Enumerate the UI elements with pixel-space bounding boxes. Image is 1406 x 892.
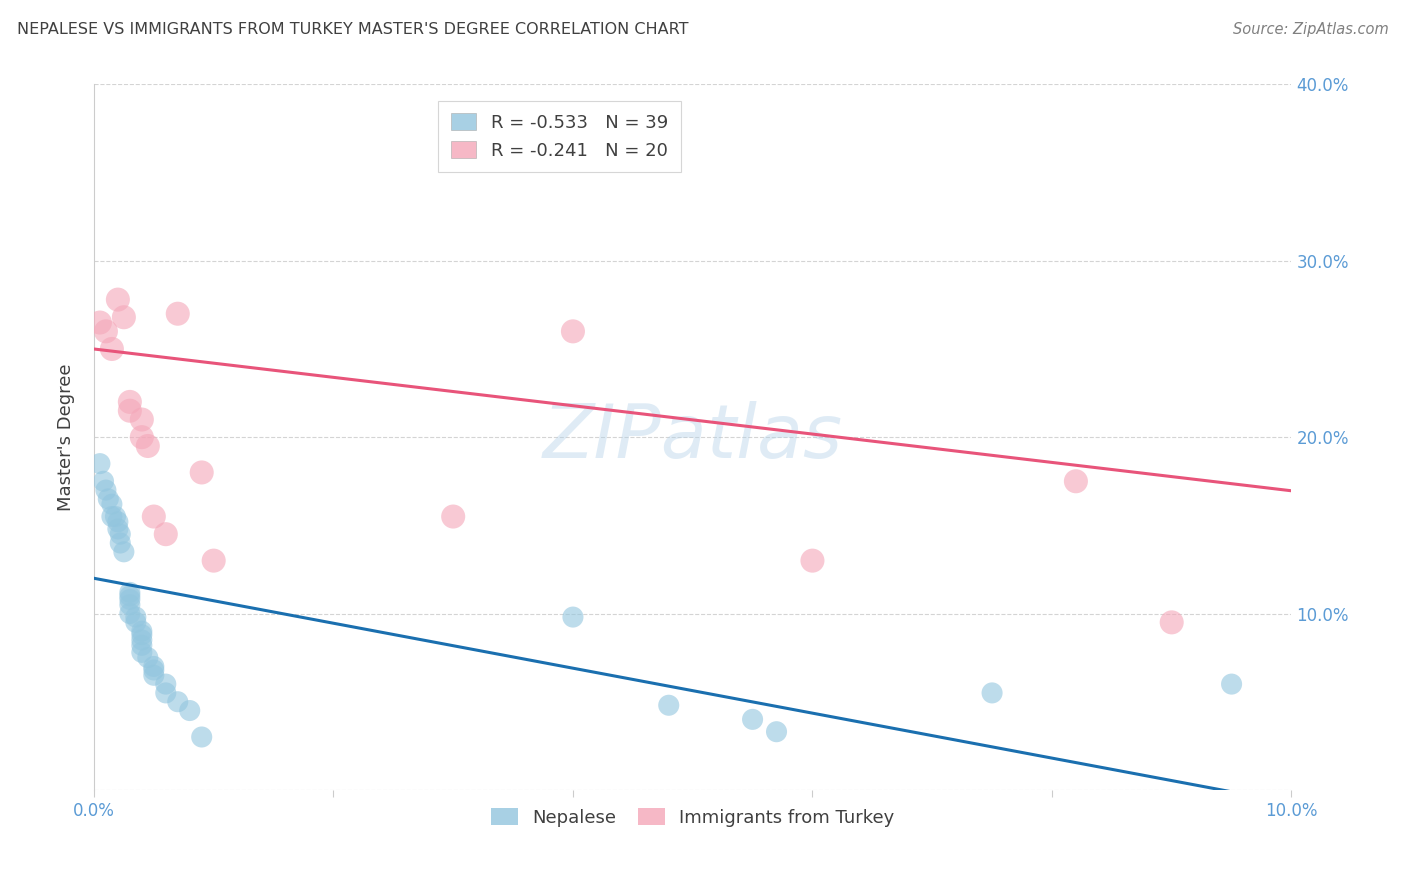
Point [104, 509, 127, 524]
Point [101, 342, 124, 356]
Point [118, 598, 141, 612]
Point [118, 607, 141, 621]
Legend: Nepalese, Immigrants from Turkey: Nepalese, Immigrants from Turkey [484, 800, 901, 834]
Point [93, 475, 115, 489]
Point [118, 395, 141, 409]
Point [142, 659, 165, 673]
Point [136, 439, 159, 453]
Point [110, 527, 132, 541]
Point [112, 310, 135, 325]
Point [131, 638, 153, 652]
Point [107, 522, 129, 536]
Point [155, 527, 177, 541]
Point [765, 724, 787, 739]
Point [101, 509, 124, 524]
Point [190, 466, 212, 480]
Text: NEPALESE VS IMMIGRANTS FROM TURKEY MASTER'S DEGREE CORRELATION CHART: NEPALESE VS IMMIGRANTS FROM TURKEY MASTE… [17, 22, 689, 37]
Point [136, 650, 159, 665]
Point [561, 610, 583, 624]
Point [741, 712, 763, 726]
Point [131, 624, 153, 639]
Point [142, 509, 165, 524]
Point [125, 610, 148, 624]
Point [561, 324, 583, 338]
Point [94, 483, 117, 497]
Text: Source: ZipAtlas.com: Source: ZipAtlas.com [1233, 22, 1389, 37]
Point [155, 677, 177, 691]
Point [1220, 677, 1243, 691]
Point [110, 536, 132, 550]
Point [166, 307, 188, 321]
Point [107, 293, 129, 307]
Point [131, 430, 153, 444]
Point [155, 686, 177, 700]
Point [107, 515, 129, 529]
Point [101, 497, 124, 511]
Point [981, 686, 1004, 700]
Point [131, 645, 153, 659]
Point [190, 730, 212, 744]
Point [166, 695, 188, 709]
Point [131, 632, 153, 647]
Point [118, 592, 141, 607]
Point [142, 663, 165, 677]
Point [658, 698, 681, 713]
Point [125, 615, 148, 630]
Point [1064, 475, 1087, 489]
Point [89, 316, 111, 330]
Point [97, 491, 120, 506]
Point [202, 554, 225, 568]
Point [131, 628, 153, 642]
Point [118, 403, 141, 417]
Point [112, 545, 135, 559]
Point [179, 704, 201, 718]
Point [801, 554, 824, 568]
Y-axis label: Master's Degree: Master's Degree [58, 363, 75, 511]
Point [94, 324, 117, 338]
Point [1160, 615, 1182, 630]
Point [142, 668, 165, 682]
Text: ZIPatlas: ZIPatlas [543, 401, 842, 473]
Point [131, 412, 153, 426]
Point [118, 589, 141, 603]
Point [89, 457, 111, 471]
Point [118, 585, 141, 599]
Point [441, 509, 464, 524]
